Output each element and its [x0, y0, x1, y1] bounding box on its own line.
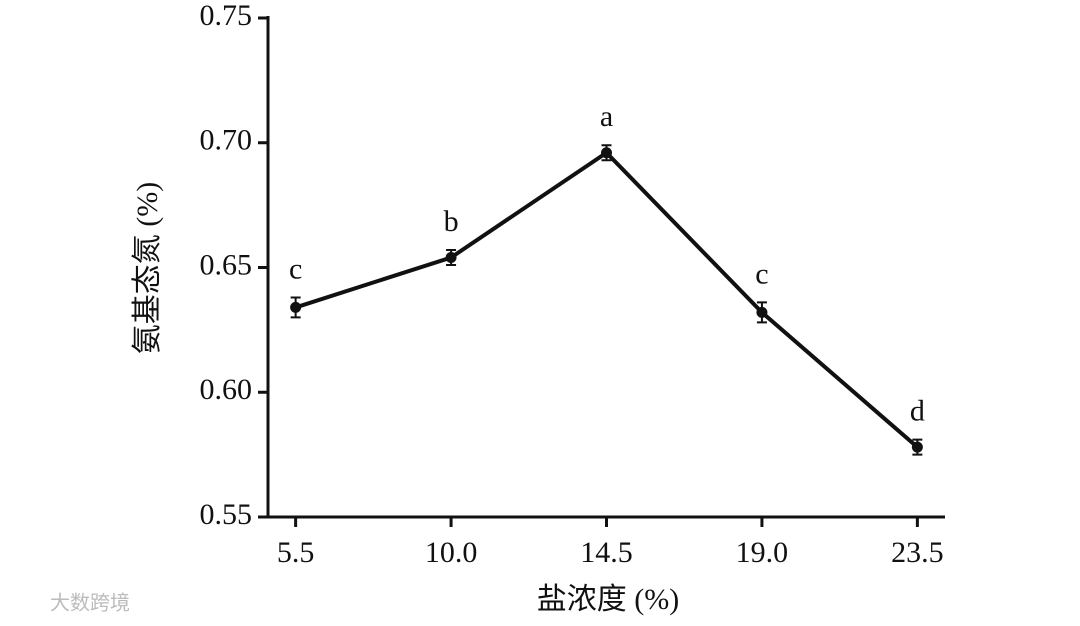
significance-label: b	[444, 205, 459, 238]
data-point	[445, 252, 457, 264]
significance-label: d	[910, 395, 925, 428]
data-point	[911, 441, 923, 453]
data-point	[290, 301, 302, 313]
y-tick-label: 0.60	[200, 373, 253, 406]
x-tick-label: 5.5	[277, 536, 315, 569]
x-tick-label: 10.0	[425, 536, 478, 569]
x-axis-label: 盐浓度 (%)	[537, 583, 679, 616]
y-tick-label: 0.70	[200, 124, 253, 157]
data-point	[601, 147, 612, 159]
significance-label: a	[600, 100, 613, 133]
x-tick-label: 23.5	[891, 536, 944, 569]
y-tick-label: 0.65	[200, 248, 253, 281]
x-tick-label: 19.0	[736, 536, 789, 569]
x-tick-label: 14.5	[580, 536, 633, 569]
data-point	[756, 306, 768, 318]
significance-label: c	[755, 257, 768, 290]
significance-label: c	[289, 252, 302, 285]
y-tick-label: 0.75	[200, 0, 253, 32]
data-line	[295, 150, 919, 449]
y-tick-label: 0.55	[200, 498, 253, 531]
y-axis-label: 氨基态氮 (%)	[131, 182, 164, 354]
watermark: 大数跨境	[50, 591, 130, 615]
